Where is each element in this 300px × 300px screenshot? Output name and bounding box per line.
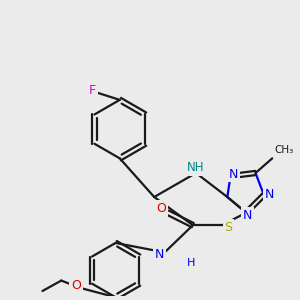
Text: F: F [89,84,96,97]
Text: NH: NH [187,161,205,174]
Text: F: F [89,84,96,97]
Text: H: H [187,258,195,268]
Text: N: N [155,248,164,261]
Text: O: O [157,202,166,215]
Text: N: N [229,167,238,181]
Text: CH₃: CH₃ [274,145,294,155]
Text: N: N [264,188,274,201]
Text: N: N [242,209,252,222]
Text: O: O [71,279,81,292]
Text: S: S [224,221,232,234]
